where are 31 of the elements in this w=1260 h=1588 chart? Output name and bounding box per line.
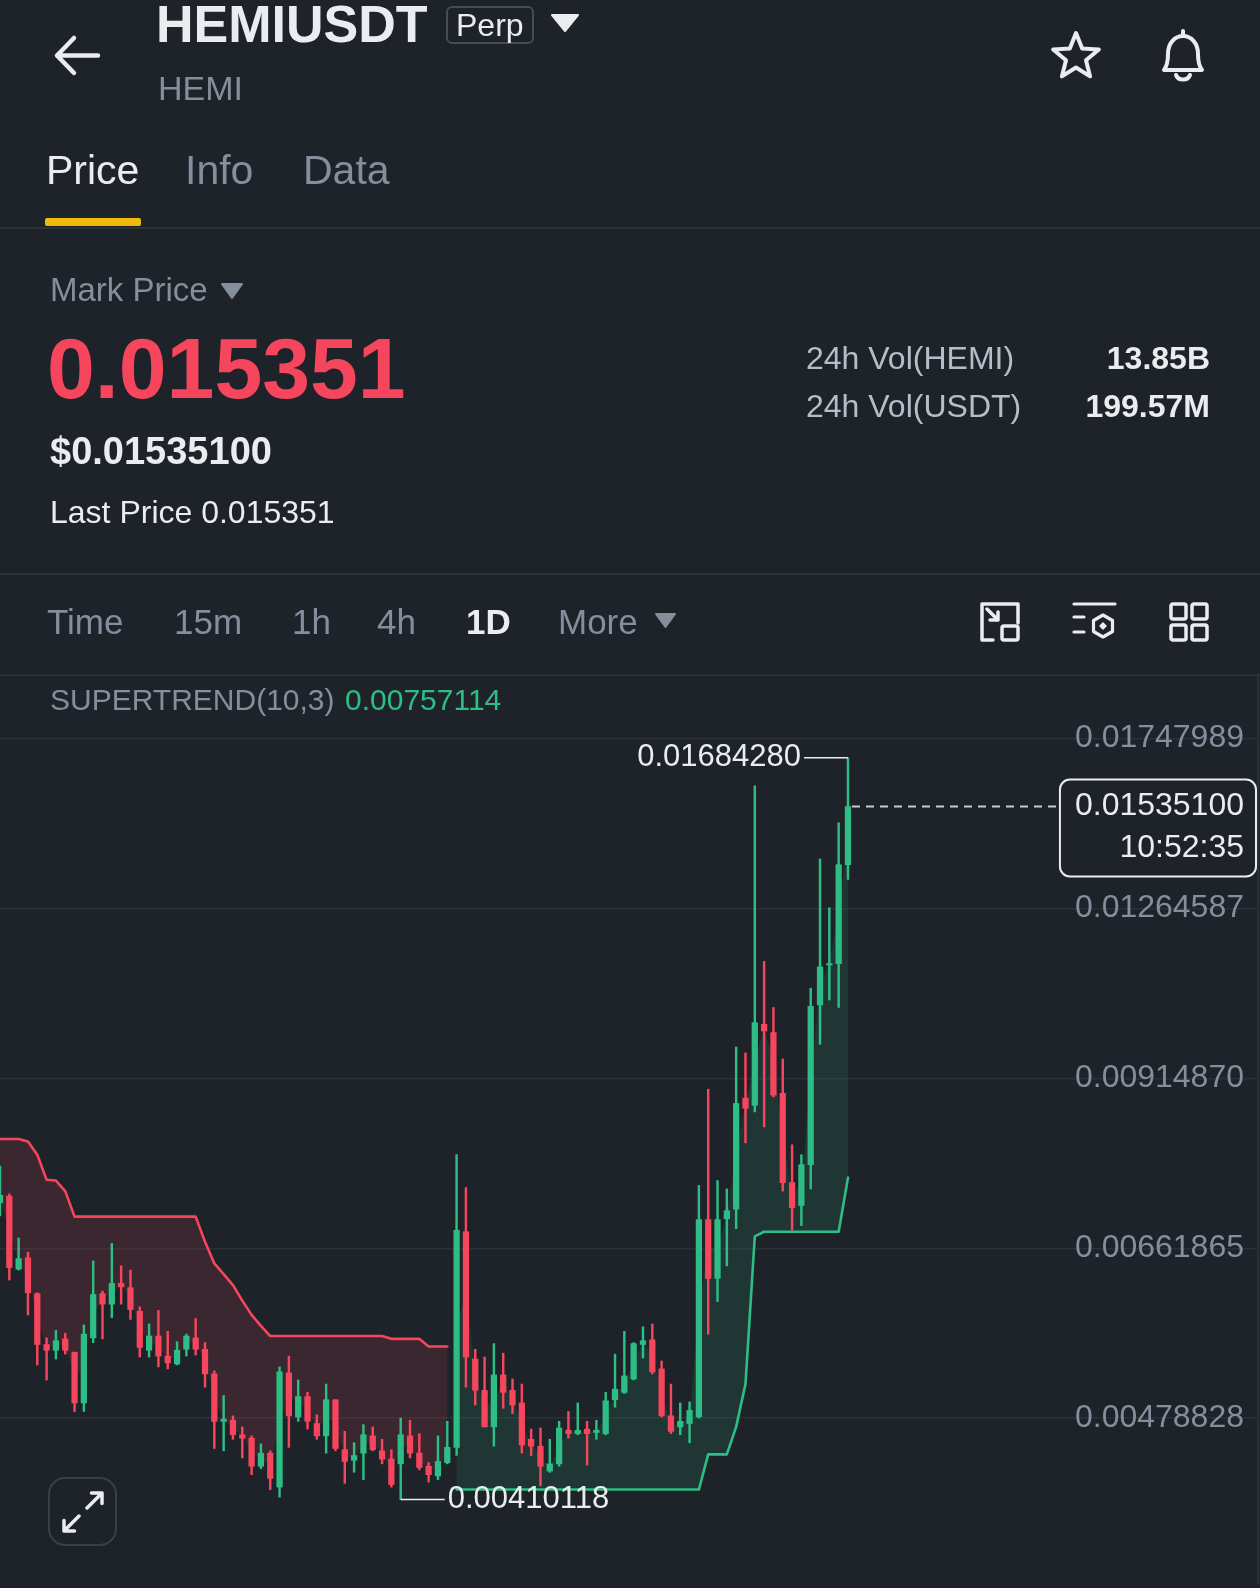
annotation: 10:52:35	[1119, 828, 1244, 865]
text: 24h Vol(HEMI)	[806, 339, 1015, 377]
text: 0.015351	[47, 318, 406, 418]
ref-line-label: 0.01535100	[1074, 786, 1244, 823]
text: $0.01535100	[50, 430, 272, 474]
text: 4h	[377, 601, 416, 643]
y-tick-label: 0.01747989	[1074, 718, 1244, 755]
text: Time	[47, 601, 124, 643]
annotation: 0.00410118	[447, 1480, 610, 1516]
text: 1D	[466, 601, 511, 643]
chart-title: HEMIUSDT	[156, 0, 428, 55]
text: 13.85B	[1106, 339, 1210, 377]
text: 199.57M	[1085, 387, 1210, 425]
text: 24h Vol(USDT)	[806, 387, 1022, 425]
text: More	[558, 601, 638, 643]
text: Info	[185, 147, 254, 195]
text: Perp	[456, 6, 524, 44]
text: Price	[46, 147, 140, 195]
annotation: 0.00757114	[345, 682, 502, 718]
text: 15m	[174, 601, 243, 643]
annotation: 0.01684280	[637, 738, 801, 774]
chart-subtitle: HEMI	[158, 69, 243, 109]
text: Last Price 0.015351	[50, 493, 335, 531]
text: 1h	[292, 601, 331, 643]
y-tick-label: 0.00661865	[1074, 1228, 1244, 1265]
y-tick-label: 0.01264587	[1074, 888, 1244, 925]
text: Data	[303, 147, 390, 195]
text: Mark Price	[50, 271, 208, 309]
y-tick-label: 0.00914870	[1074, 1058, 1244, 1095]
annotation: SUPERTREND(10,3)	[50, 682, 335, 718]
y-tick-label: 0.00478828	[1074, 1398, 1244, 1435]
